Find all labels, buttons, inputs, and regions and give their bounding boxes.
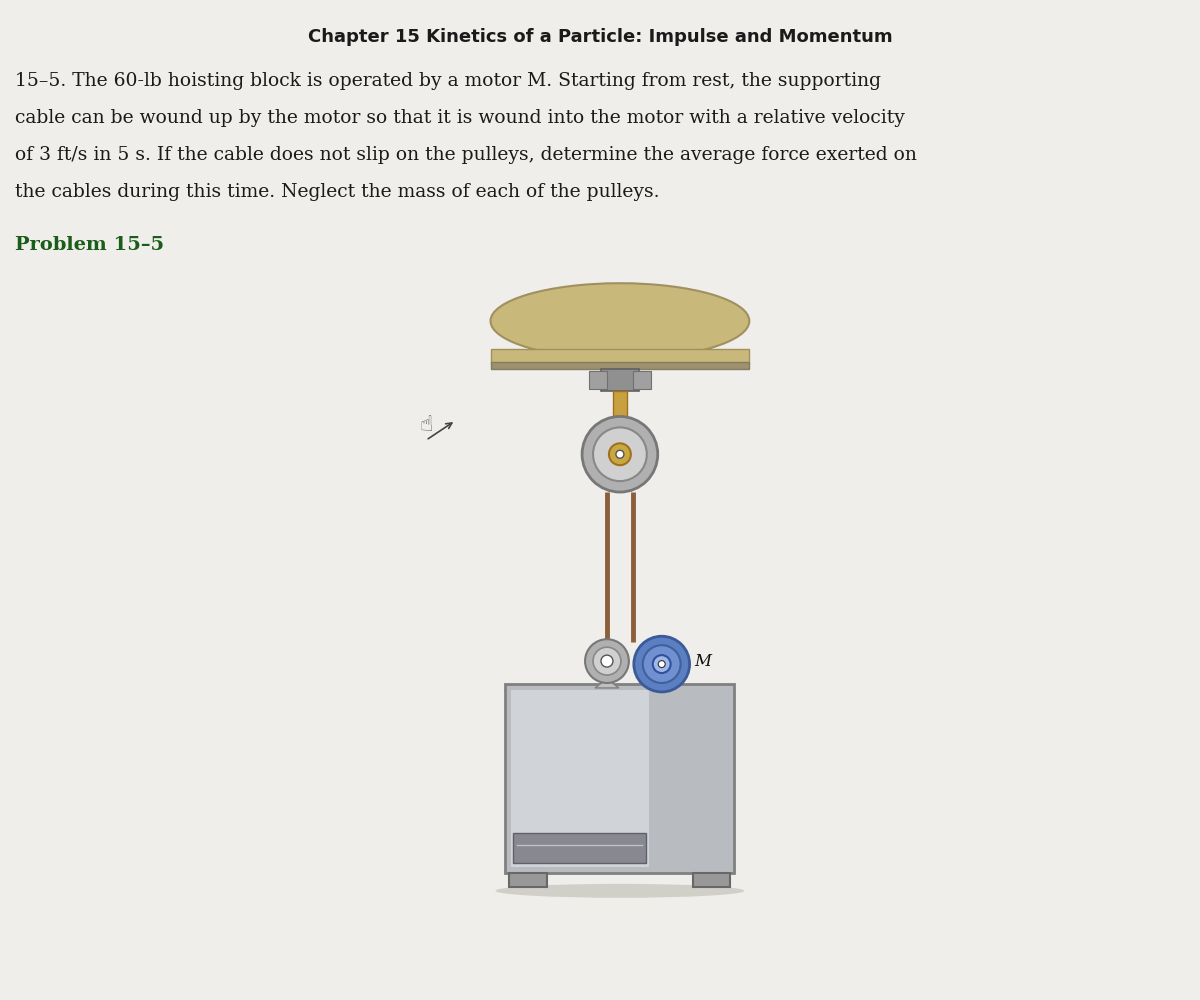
Bar bbox=[511, 690, 649, 867]
Text: 15–5. The 60-lb hoisting block is operated by a motor M. Starting from rest, the: 15–5. The 60-lb hoisting block is operat… bbox=[14, 72, 881, 90]
Text: cable can be wound up by the motor so that it is wound into the motor with a rel: cable can be wound up by the motor so th… bbox=[14, 109, 905, 127]
Bar bbox=[632, 371, 650, 389]
Bar bbox=[692, 873, 731, 887]
Circle shape bbox=[582, 416, 658, 492]
Bar bbox=[491, 362, 749, 369]
Circle shape bbox=[601, 655, 613, 667]
Text: M: M bbox=[695, 653, 712, 670]
Circle shape bbox=[643, 645, 680, 683]
Bar bbox=[510, 873, 547, 887]
Text: the cables during this time. Neglect the mass of each of the pulleys.: the cables during this time. Neglect the… bbox=[14, 183, 659, 201]
Circle shape bbox=[659, 661, 665, 668]
Text: of 3 ft/s in 5 s. If the cable does not slip on the pulleys, determine the avera: of 3 ft/s in 5 s. If the cable does not … bbox=[14, 146, 917, 164]
Polygon shape bbox=[595, 679, 619, 688]
Bar bbox=[589, 371, 607, 389]
Ellipse shape bbox=[496, 884, 744, 898]
Bar bbox=[491, 349, 749, 364]
Circle shape bbox=[586, 639, 629, 683]
Circle shape bbox=[653, 655, 671, 673]
Text: ☝: ☝ bbox=[419, 415, 432, 435]
Bar bbox=[613, 391, 626, 422]
Bar bbox=[601, 369, 638, 391]
Ellipse shape bbox=[491, 283, 749, 359]
Circle shape bbox=[593, 647, 620, 675]
Circle shape bbox=[634, 636, 690, 692]
Circle shape bbox=[608, 443, 631, 465]
Text: Problem 15–5: Problem 15–5 bbox=[14, 236, 164, 254]
Circle shape bbox=[616, 450, 624, 458]
Bar bbox=[514, 833, 646, 863]
Bar bbox=[505, 684, 734, 873]
Circle shape bbox=[593, 427, 647, 481]
Text: Chapter 15 Kinetics of a Particle: Impulse and Momentum: Chapter 15 Kinetics of a Particle: Impul… bbox=[307, 28, 893, 46]
